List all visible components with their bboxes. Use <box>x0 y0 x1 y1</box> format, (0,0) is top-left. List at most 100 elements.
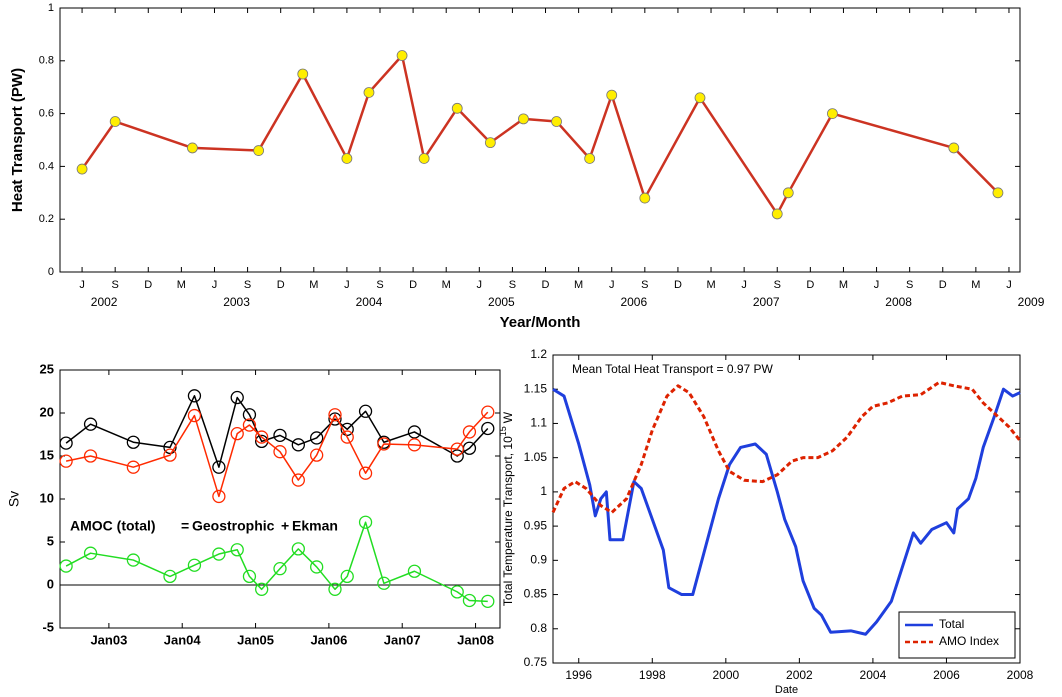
x-tick-label: S <box>376 279 383 291</box>
x-tick-label: J <box>212 279 218 291</box>
marker <box>163 440 177 455</box>
y-tick-label: -5 <box>42 619 54 634</box>
x-tick-label: S <box>112 279 119 291</box>
marker <box>310 448 324 462</box>
marker <box>484 137 496 149</box>
plot-frame <box>59 7 1021 273</box>
y-tick-label: 0.4 <box>39 160 54 172</box>
y-tick-label: 1.2 <box>530 347 547 361</box>
x-tick-label: M <box>177 279 186 291</box>
marker <box>126 435 140 449</box>
annotation: + <box>281 518 289 534</box>
marker <box>407 425 422 439</box>
marker <box>328 408 342 422</box>
x-tick-label: M <box>971 279 980 291</box>
marker <box>242 569 257 584</box>
y-tick-label: 1.05 <box>524 450 548 464</box>
marker <box>450 449 464 463</box>
marker <box>418 153 430 164</box>
x-tick-label: M <box>574 279 583 291</box>
marker <box>255 430 269 444</box>
marker <box>451 102 463 114</box>
marker <box>992 187 1004 199</box>
marker <box>126 460 140 474</box>
y-axis-label-text: Total Temperature Transport, 10 <box>501 436 515 606</box>
year-label: 2008 <box>885 295 912 309</box>
marker <box>462 425 477 439</box>
y-tick-label: 1.1 <box>530 416 547 430</box>
y-axis-label: Total Temperature Transport, 1015 W <box>498 411 515 606</box>
marker <box>827 108 838 119</box>
x-tick-label: D <box>542 279 550 291</box>
x-tick-label: 1998 <box>639 668 666 682</box>
marker <box>291 473 305 487</box>
marker <box>340 430 354 444</box>
legend-box <box>898 611 1016 659</box>
x-tick-label: Jan03 <box>90 632 127 647</box>
marker <box>187 142 198 154</box>
marker <box>358 515 373 529</box>
annotation: Mean Total Heat Transport = 0.97 PW <box>572 362 774 376</box>
x-tick-label: Jan04 <box>164 632 202 647</box>
x-tick-label: J <box>1006 279 1012 291</box>
marker <box>551 116 562 127</box>
series-line <box>551 380 1022 514</box>
marker <box>358 404 373 418</box>
marker <box>230 543 244 557</box>
marker <box>462 593 477 608</box>
marker <box>83 417 98 431</box>
annotation: = <box>181 518 189 534</box>
marker <box>291 438 305 452</box>
marker <box>187 558 202 572</box>
marker <box>450 442 464 456</box>
y-tick-label: 0.95 <box>524 518 548 532</box>
x-tick-label: J <box>79 279 85 291</box>
x-tick-label: J <box>477 279 483 291</box>
marker <box>163 448 177 462</box>
marker <box>377 437 391 451</box>
marker <box>377 576 391 590</box>
x-tick-label: S <box>641 279 648 291</box>
x-tick-label: M <box>839 279 848 291</box>
legend-label: Geostrophic <box>192 518 275 534</box>
x-axis-label: Date <box>775 684 798 696</box>
y-axis-label-exponent: 15 <box>498 426 508 436</box>
x-tick-label: D <box>409 279 417 291</box>
marker <box>273 428 287 443</box>
x-axis-label: Year/Month <box>500 314 581 331</box>
y-tick-label: 20 <box>40 404 54 419</box>
y-tick-label: 1 <box>540 484 547 498</box>
y-tick-label: 0 <box>47 576 54 591</box>
marker <box>59 559 73 573</box>
marker <box>273 445 287 459</box>
y-tick-label: 5 <box>47 533 54 548</box>
y-tick-label: 0.2 <box>39 213 54 225</box>
marker <box>481 594 495 608</box>
x-tick-label: D <box>806 279 814 291</box>
y-tick-label: 0.75 <box>524 655 548 669</box>
x-tick-label: Jan08 <box>457 632 494 647</box>
marker <box>59 436 73 450</box>
y-tick-label: 10 <box>40 490 54 505</box>
year-label: 2004 <box>356 295 383 309</box>
legend-label: Ekman <box>292 518 338 534</box>
marker <box>212 460 226 474</box>
marker <box>187 408 202 423</box>
x-tick-label: Jan06 <box>310 632 347 647</box>
marker <box>639 192 651 204</box>
y-tick-label: 0.6 <box>39 108 54 120</box>
marker <box>310 431 324 445</box>
marker <box>163 569 177 584</box>
x-tick-label: M <box>706 279 715 291</box>
x-tick-label: S <box>906 279 913 291</box>
legend-label: Total <box>939 617 964 631</box>
x-tick-label: 2006 <box>933 668 960 682</box>
marker <box>396 50 408 61</box>
year-label: 2003 <box>223 295 250 309</box>
marker <box>340 569 354 584</box>
marker <box>212 489 226 504</box>
marker <box>606 89 618 101</box>
y-tick-label: 0.85 <box>524 587 548 601</box>
y-tick-label: 1 <box>48 2 54 14</box>
